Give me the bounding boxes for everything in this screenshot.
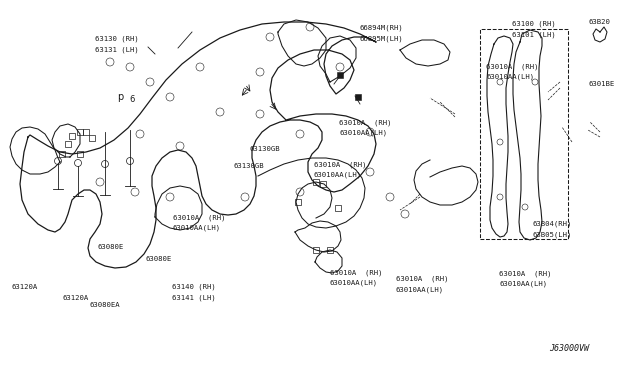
Text: 63080E: 63080E — [146, 256, 172, 262]
Text: 63010AA(LH): 63010AA(LH) — [314, 171, 362, 178]
Text: 63080E: 63080E — [97, 244, 124, 250]
Bar — [77, 151, 83, 157]
Text: 63010A  (RH): 63010A (RH) — [499, 271, 552, 278]
Text: 66894M(RH): 66894M(RH) — [360, 25, 403, 31]
Text: 63010A  (RH): 63010A (RH) — [330, 269, 382, 276]
Bar — [327, 247, 333, 253]
Text: 63010A  (RH): 63010A (RH) — [396, 276, 448, 282]
Bar — [89, 135, 95, 141]
Text: 63010AA(LH): 63010AA(LH) — [173, 224, 221, 231]
Text: 63141 (LH): 63141 (LH) — [172, 294, 215, 301]
Text: 63010AA(LH): 63010AA(LH) — [330, 279, 378, 286]
Bar — [77, 129, 83, 135]
Bar — [313, 247, 319, 253]
Bar — [320, 181, 326, 187]
Bar — [59, 151, 65, 157]
Bar — [295, 199, 301, 205]
Bar — [83, 129, 89, 135]
Text: 63010A  (RH): 63010A (RH) — [486, 64, 539, 70]
Bar — [69, 133, 75, 139]
Text: 63101 (LH): 63101 (LH) — [512, 31, 556, 38]
Text: 63120A: 63120A — [12, 284, 38, 290]
Text: 63010AA(LH): 63010AA(LH) — [499, 281, 547, 288]
Text: 63010A  (RH): 63010A (RH) — [173, 214, 225, 221]
Text: 63100 (RH): 63100 (RH) — [512, 21, 556, 28]
Text: 63130GB: 63130GB — [250, 146, 280, 152]
Bar — [313, 179, 319, 185]
Bar — [337, 72, 343, 78]
Text: 63130 (RH): 63130 (RH) — [95, 36, 138, 42]
Text: 63120A: 63120A — [63, 295, 89, 301]
Text: 63140 (RH): 63140 (RH) — [172, 284, 215, 291]
Text: J63000VW: J63000VW — [549, 344, 589, 353]
Text: 63B20: 63B20 — [589, 19, 611, 25]
Text: 63080EA: 63080EA — [90, 302, 120, 308]
Text: 63B04(RH): 63B04(RH) — [532, 221, 572, 227]
Text: 63010A  (RH): 63010A (RH) — [314, 161, 366, 168]
Text: 6: 6 — [129, 96, 134, 105]
Text: p: p — [117, 92, 123, 102]
Text: 6301BE: 6301BE — [589, 81, 615, 87]
Text: 63010AA(LH): 63010AA(LH) — [486, 74, 534, 80]
Text: 63010A  (RH): 63010A (RH) — [339, 119, 392, 126]
Bar — [355, 94, 361, 100]
Text: 63131 (LH): 63131 (LH) — [95, 47, 138, 54]
Text: 63B05(LH): 63B05(LH) — [532, 231, 572, 238]
Text: 63130GB: 63130GB — [234, 163, 264, 169]
Bar — [480, 29, 568, 239]
Text: 63010AA(LH): 63010AA(LH) — [339, 129, 387, 136]
Text: 63010AA(LH): 63010AA(LH) — [396, 286, 444, 293]
Text: 66895M(LH): 66895M(LH) — [360, 35, 403, 42]
Bar — [335, 205, 341, 211]
Bar — [65, 141, 71, 147]
